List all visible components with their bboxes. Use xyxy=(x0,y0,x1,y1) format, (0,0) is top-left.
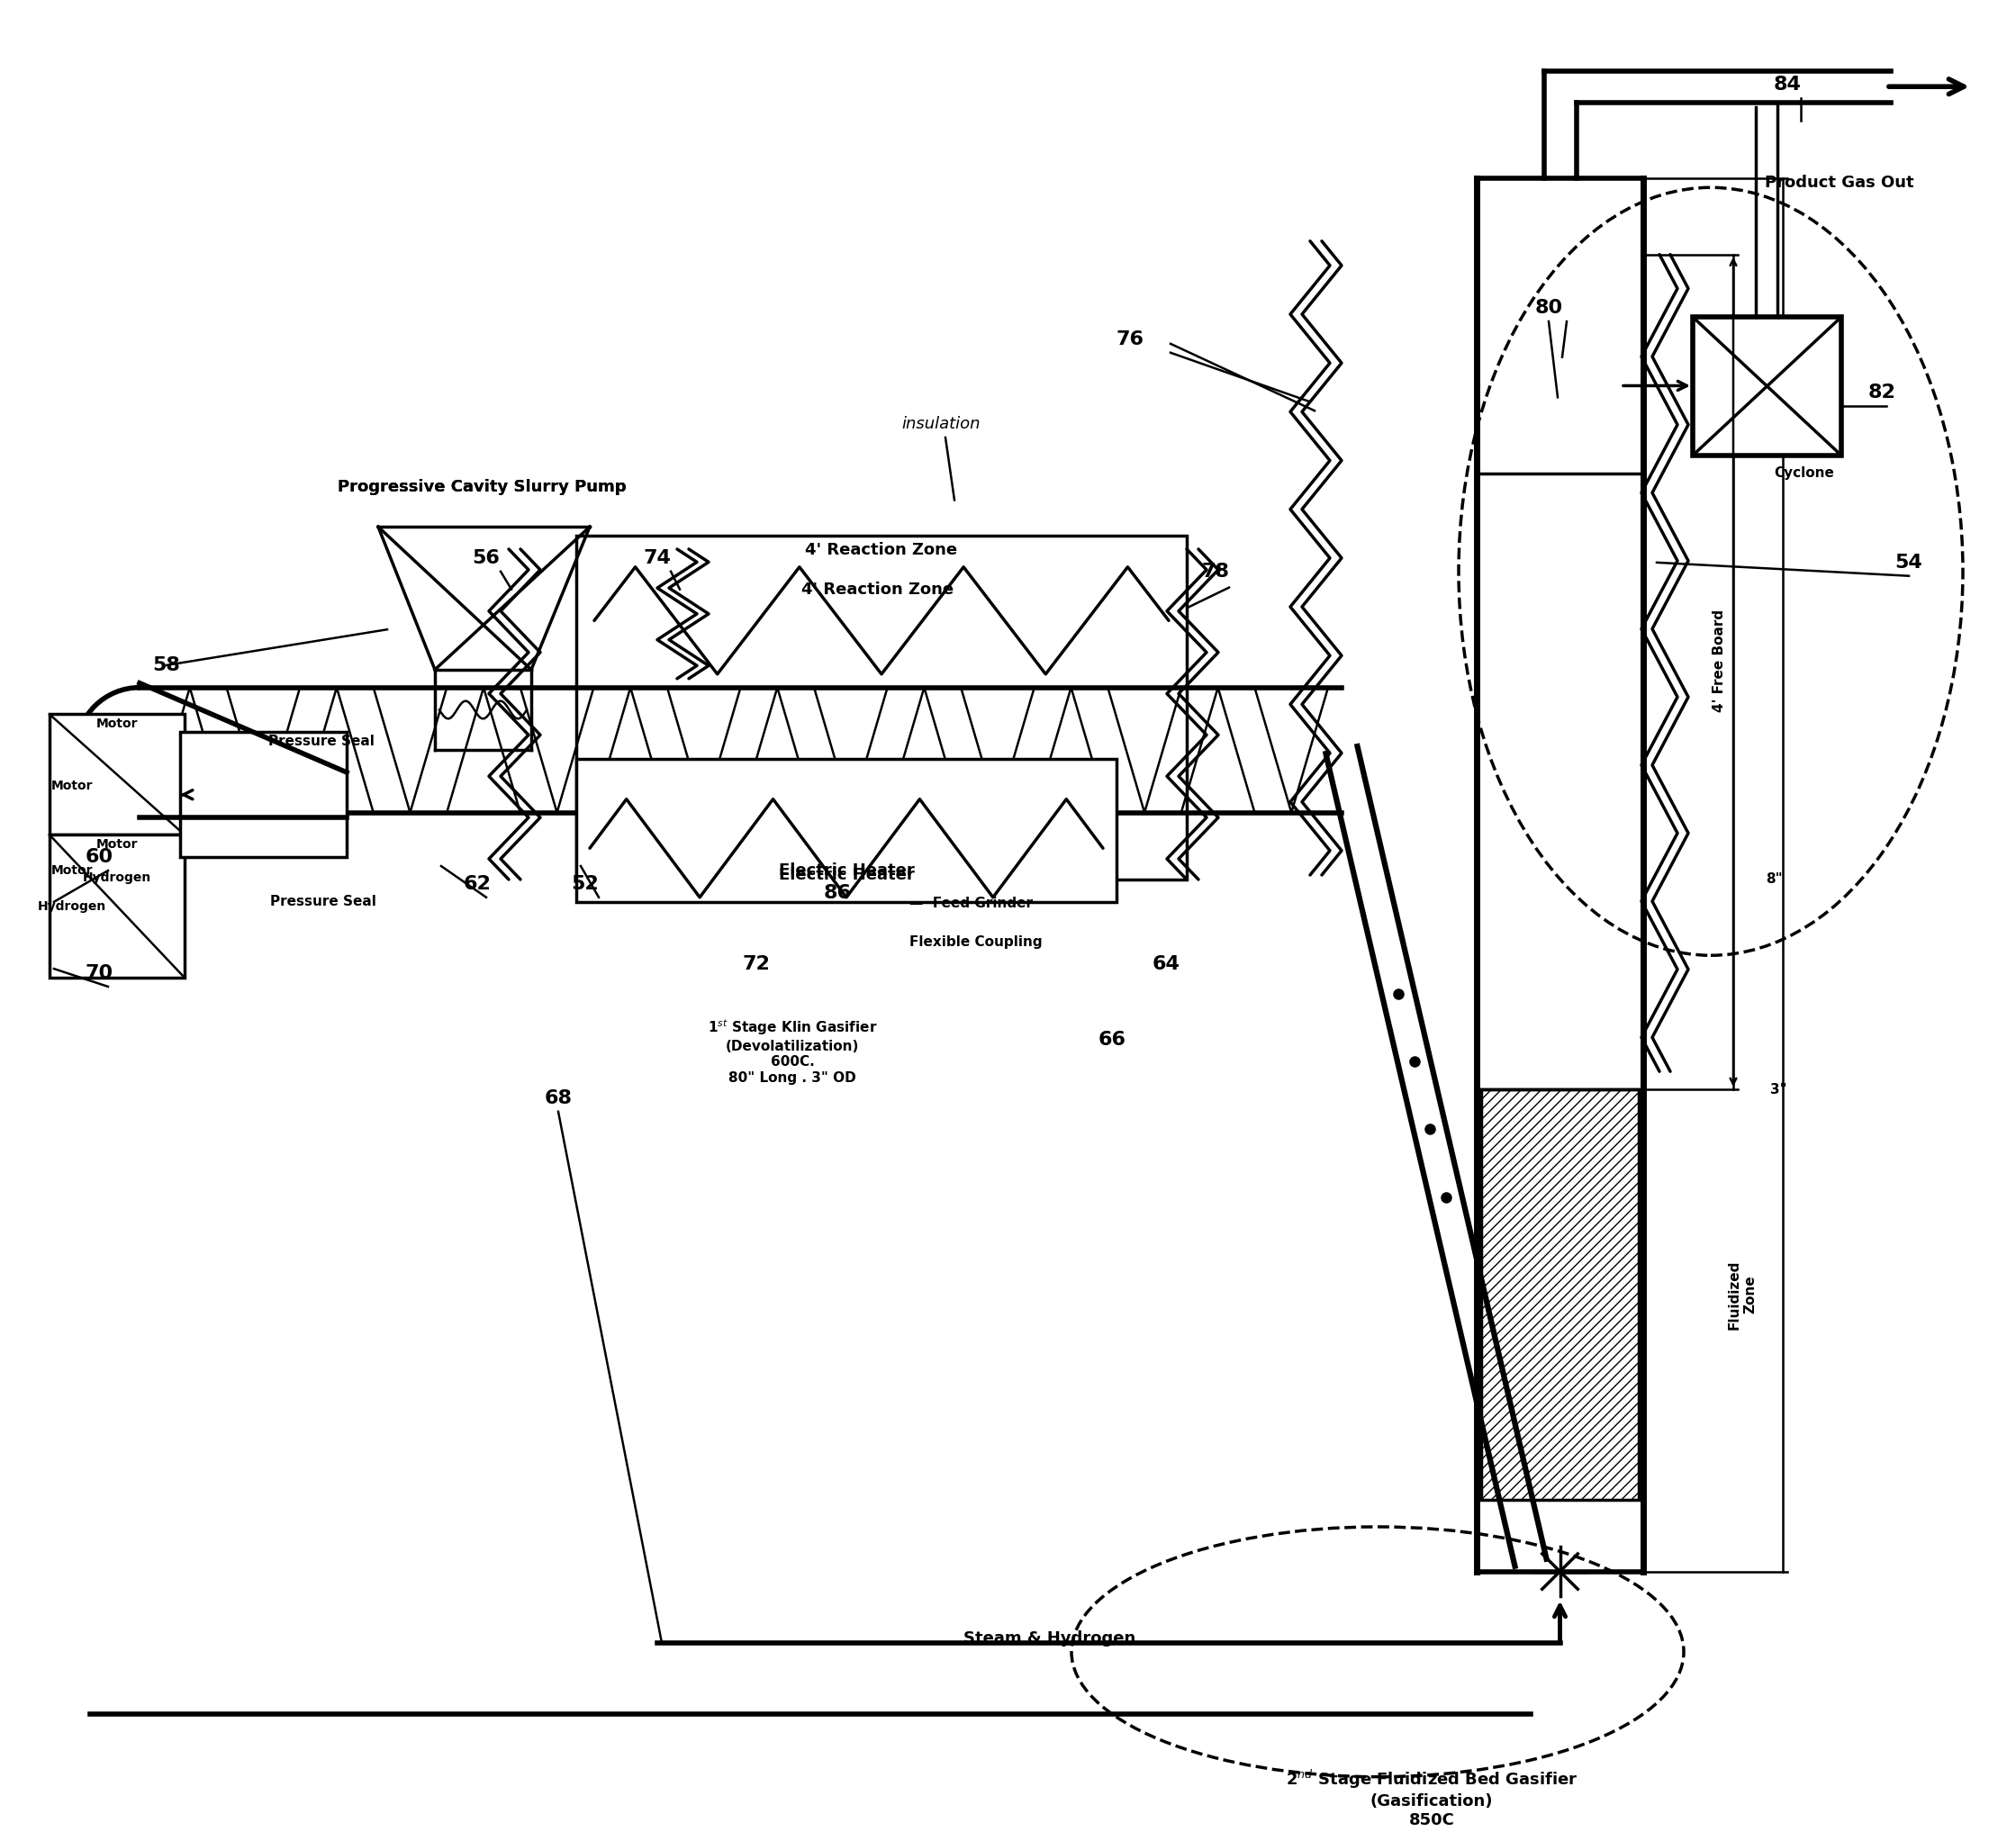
Bar xyxy=(577,758,1117,902)
Text: 64: 64 xyxy=(1151,955,1179,974)
Bar xyxy=(577,536,1187,880)
Text: Progressive Cavity Slurry Pump: Progressive Cavity Slurry Pump xyxy=(337,479,627,495)
Text: 72: 72 xyxy=(742,955,770,974)
Text: 68: 68 xyxy=(544,1090,573,1106)
Text: 82: 82 xyxy=(1869,385,1895,401)
Text: 4' Free Board: 4' Free Board xyxy=(1714,609,1726,712)
Text: 66: 66 xyxy=(1099,1031,1127,1049)
Text: 8": 8" xyxy=(1766,873,1782,886)
Text: Motor: Motor xyxy=(50,779,93,792)
Text: Electric Heater: Electric Heater xyxy=(778,862,913,878)
Text: 80: 80 xyxy=(1534,298,1562,317)
Text: 86: 86 xyxy=(823,884,851,902)
Text: 78: 78 xyxy=(1202,563,1230,580)
Text: 4' Reaction Zone: 4' Reaction Zone xyxy=(804,541,958,558)
Text: Pressure Seal: Pressure Seal xyxy=(268,735,375,747)
Text: 74: 74 xyxy=(643,549,671,567)
Text: 52: 52 xyxy=(571,874,599,893)
Text: Product Gas Out: Product Gas Out xyxy=(1764,175,1913,191)
Bar xyxy=(179,733,347,858)
Text: 4' Reaction Zone: 4' Reaction Zone xyxy=(802,582,954,596)
Text: Motor: Motor xyxy=(97,838,137,851)
Text: Motor: Motor xyxy=(97,718,137,731)
Text: Steam & Hydrogen: Steam & Hydrogen xyxy=(964,1631,1135,1646)
Text: Hydrogen: Hydrogen xyxy=(83,871,151,884)
Text: 56: 56 xyxy=(472,549,500,567)
Text: —  Feed Grinder: — Feed Grinder xyxy=(909,897,1032,909)
Text: 1$^{st}$ Stage Klin Gasifier
(Devolatilization)
600C.
80" Long . 3" OD: 1$^{st}$ Stage Klin Gasifier (Devolatili… xyxy=(708,1018,877,1084)
Text: Progressive Cavity Slurry Pump: Progressive Cavity Slurry Pump xyxy=(337,479,627,495)
Text: Pressure Seal: Pressure Seal xyxy=(270,895,377,909)
Text: Cyclone: Cyclone xyxy=(1774,466,1835,481)
Text: 58: 58 xyxy=(153,655,181,674)
Text: 54: 54 xyxy=(1895,554,1923,571)
Bar xyxy=(50,834,185,978)
Text: 3": 3" xyxy=(1770,1083,1786,1095)
Text: Hydrogen: Hydrogen xyxy=(38,900,107,913)
Text: Flexible Coupling: Flexible Coupling xyxy=(909,935,1042,948)
Text: Electric Heater: Electric Heater xyxy=(778,867,913,884)
Text: 84: 84 xyxy=(1774,75,1800,94)
Text: 60: 60 xyxy=(85,849,113,865)
Bar xyxy=(1693,317,1841,455)
Bar xyxy=(1482,1090,1639,1500)
Text: Motor: Motor xyxy=(50,863,93,876)
Text: insulation: insulation xyxy=(901,416,980,433)
Text: Fluidized
Zone: Fluidized Zone xyxy=(1728,1259,1756,1329)
Text: 2$^{nd}$ Stage Fluidized Bed Gasifier
(Gasification)
850C: 2$^{nd}$ Stage Fluidized Bed Gasifier (G… xyxy=(1286,1767,1579,1828)
Text: 62: 62 xyxy=(464,874,492,893)
Text: 76: 76 xyxy=(1117,330,1143,348)
Bar xyxy=(50,714,185,834)
Text: 70: 70 xyxy=(85,965,113,983)
